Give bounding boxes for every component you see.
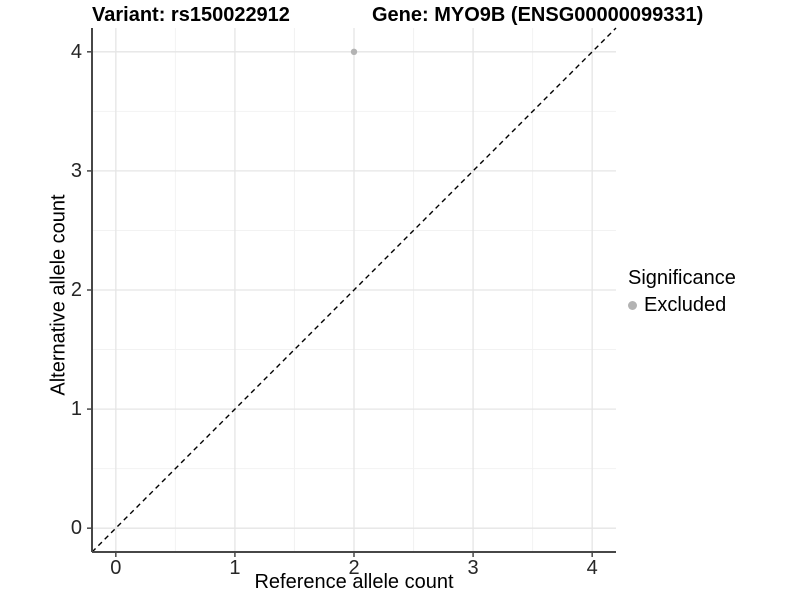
plot-title-gene: Gene: MYO9B (ENSG00000099331) — [372, 4, 704, 26]
plot-title-variant: Variant: rs150022912 — [92, 4, 290, 26]
x-tick-label: 1 — [229, 557, 241, 579]
data-point — [350, 48, 358, 56]
legend-key-dot-icon — [628, 301, 637, 310]
y-tick-label: 4 — [70, 40, 82, 63]
y-tick-label: 3 — [70, 159, 82, 182]
legend-item: Excluded — [628, 294, 736, 317]
x-tick-label: 0 — [110, 557, 122, 579]
y-tick-label: 2 — [70, 279, 82, 301]
legend-item-label: Excluded — [644, 294, 727, 316]
y-tick-label: 0 — [70, 517, 82, 540]
plot-panel — [87, 27, 617, 557]
x-tick-label: 4 — [586, 557, 598, 579]
legend-title: Significance — [628, 267, 736, 289]
y-tick-label: 1 — [70, 398, 82, 421]
identity-line — [91, 27, 617, 553]
legend: Significance Excluded — [628, 267, 736, 317]
plot-svg — [87, 27, 617, 557]
x-tick-label: 2 — [348, 557, 360, 579]
x-axis-title: Reference allele count — [254, 571, 454, 593]
legend-items: Excluded — [628, 294, 736, 317]
x-tick-label: 3 — [467, 557, 479, 579]
